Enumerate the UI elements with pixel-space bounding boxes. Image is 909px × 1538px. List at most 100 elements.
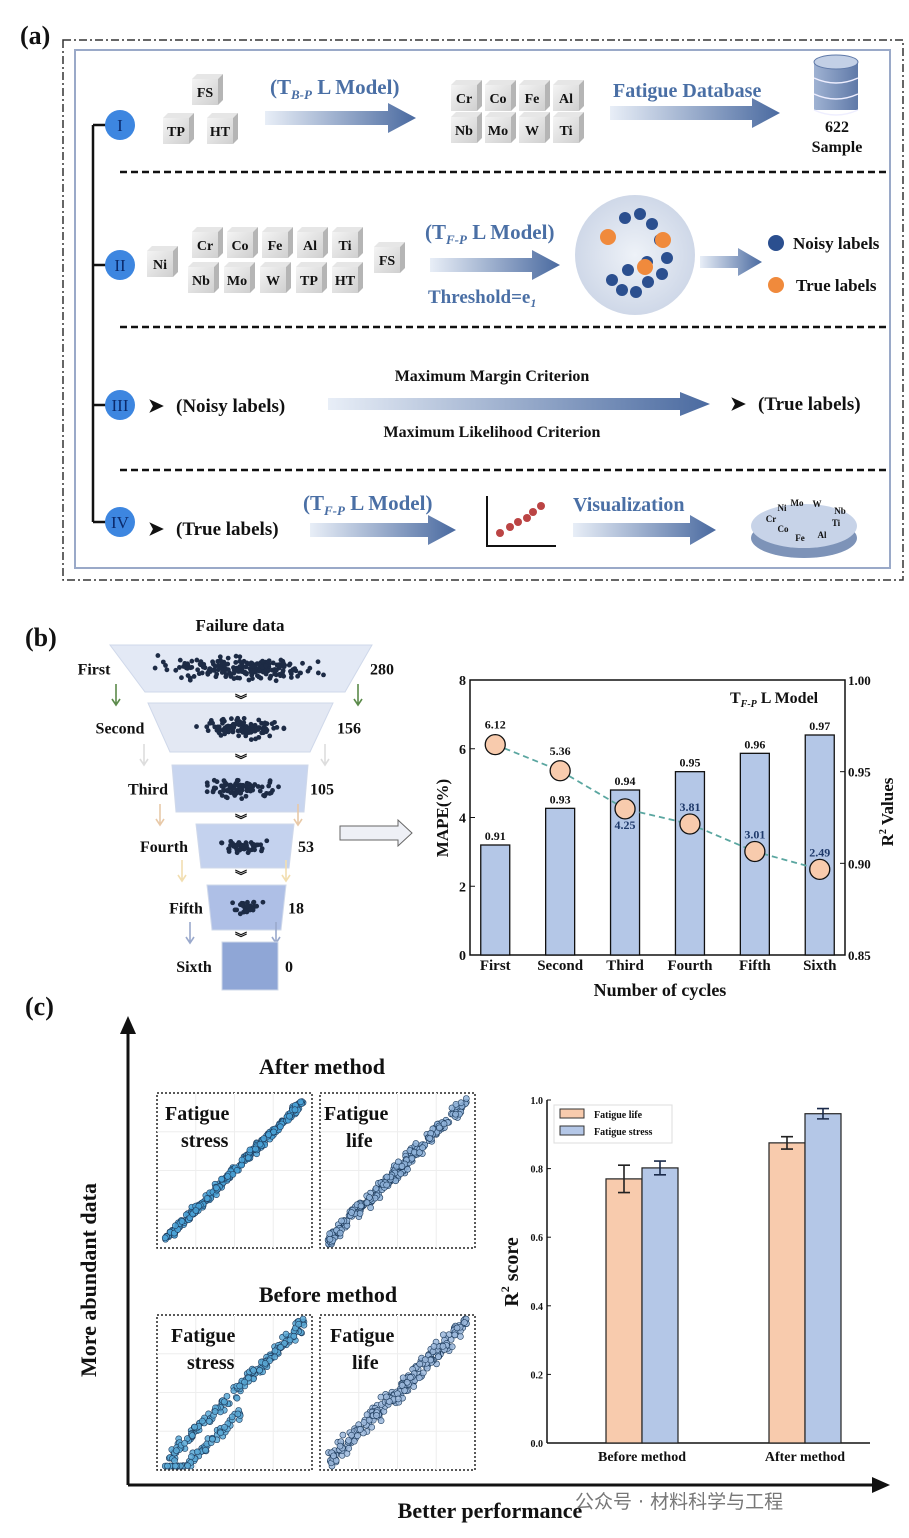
data-point — [415, 1374, 423, 1382]
failure-point — [217, 654, 223, 660]
failure-point — [270, 660, 276, 666]
row3-input: (Noisy labels) — [176, 396, 285, 417]
data-point — [295, 1320, 302, 1328]
cube-label: Nb — [455, 124, 473, 139]
failure-point — [249, 723, 255, 728]
failure-point — [179, 675, 184, 681]
failure-point — [205, 782, 210, 788]
true-label-marker — [768, 277, 784, 293]
stage-count: 156 — [337, 721, 361, 738]
arrow-down-icon — [111, 684, 121, 707]
data-point — [252, 1145, 259, 1153]
scatter-title: Fatigue — [171, 1325, 236, 1347]
data-point — [217, 1429, 224, 1437]
pie-chart-icon — [751, 504, 857, 558]
cube-label: HT — [335, 274, 356, 289]
failure-point — [231, 722, 237, 728]
data-point — [205, 1417, 213, 1425]
pie-label: Fe — [795, 533, 805, 543]
data-point — [383, 1393, 390, 1401]
pie-label: Ni — [778, 503, 787, 513]
failure-point — [195, 667, 201, 673]
failure-point — [255, 784, 261, 789]
scatter-title: life — [352, 1352, 379, 1374]
cube-label: FS — [197, 86, 214, 101]
failure-point — [185, 673, 191, 679]
failure-point — [223, 794, 229, 800]
stage-name: Fourth — [140, 839, 188, 856]
mape-point — [484, 733, 506, 756]
failure-point — [256, 674, 262, 680]
funnel-title: Failure data — [196, 616, 285, 635]
data-point — [398, 1382, 406, 1389]
mape-point-label: 3.81 — [679, 800, 700, 814]
mape-point-label: 5.36 — [550, 744, 571, 758]
data-point — [271, 1347, 279, 1355]
x-tick-label: Before method — [598, 1450, 686, 1465]
failure-point — [210, 789, 216, 795]
true-label-dot — [637, 259, 653, 275]
mape-point-label: 4.25 — [615, 818, 636, 832]
criterion-bottom: Maximum Likelihood Criterion — [384, 424, 601, 441]
row4-input: (True labels) — [176, 519, 279, 540]
failure-point — [281, 673, 287, 679]
failure-point — [315, 670, 321, 676]
failure-point — [244, 788, 250, 793]
cube-label: HT — [210, 125, 231, 140]
r2-bar-label: 0.95 — [679, 756, 700, 770]
failure-point — [185, 665, 190, 671]
data-point — [377, 1417, 385, 1425]
data-point — [265, 1131, 272, 1138]
r2-bar-label: 0.97 — [809, 719, 830, 733]
data-point — [191, 1423, 198, 1431]
failure-point — [225, 787, 231, 793]
failure-point — [219, 661, 225, 667]
failure-point — [226, 729, 231, 735]
failure-point — [250, 787, 256, 793]
after-method-title: After method — [259, 1054, 385, 1079]
data-point — [213, 1184, 220, 1192]
element-cube: Al — [553, 80, 584, 111]
data-point — [233, 1394, 241, 1402]
y-tick-label: 0.0 — [531, 1439, 544, 1450]
failure-point — [286, 662, 292, 668]
failure-point — [213, 674, 219, 680]
element-cube: Fe — [519, 80, 550, 111]
failure-point — [225, 661, 231, 667]
fatigue-database-label: Fatigue Database — [613, 80, 761, 102]
noisy-label-dot — [646, 218, 658, 230]
data-point — [395, 1158, 402, 1166]
y-axis-label: MAPE(%) — [433, 779, 452, 857]
data-point — [250, 1367, 257, 1374]
data-point — [173, 1447, 180, 1454]
pie-label: Cr — [766, 514, 777, 524]
failure-point — [243, 664, 249, 670]
data-point — [398, 1163, 406, 1170]
element-cube: Mo — [485, 112, 516, 143]
data-point — [416, 1360, 424, 1368]
failure-point — [227, 783, 233, 789]
cube-label: Co — [489, 92, 506, 107]
arrow-down-icon — [293, 804, 303, 827]
inner-frame — [74, 49, 891, 569]
data-point — [330, 1452, 337, 1460]
mape-point — [809, 858, 831, 881]
failure-point — [298, 670, 303, 676]
arrow-down-icon — [155, 804, 165, 827]
sample-label: Sample — [812, 139, 863, 156]
element-cube: W — [260, 262, 291, 293]
data-point — [286, 1336, 294, 1344]
data-point — [440, 1331, 447, 1339]
failure-point — [281, 725, 287, 731]
r2-bar — [768, 1142, 806, 1444]
y-tick-label: 8 — [459, 674, 466, 689]
failure-point — [217, 789, 223, 795]
failure-point — [219, 783, 225, 789]
failure-point — [215, 724, 221, 730]
scatter-plot-after-stress: Fatigue stress — [156, 1092, 313, 1249]
failure-point — [252, 847, 257, 853]
element-cube: FS — [374, 242, 405, 273]
legend-label: Fatigue stress — [594, 1127, 653, 1138]
failure-point — [238, 790, 244, 796]
failure-point — [189, 664, 195, 670]
